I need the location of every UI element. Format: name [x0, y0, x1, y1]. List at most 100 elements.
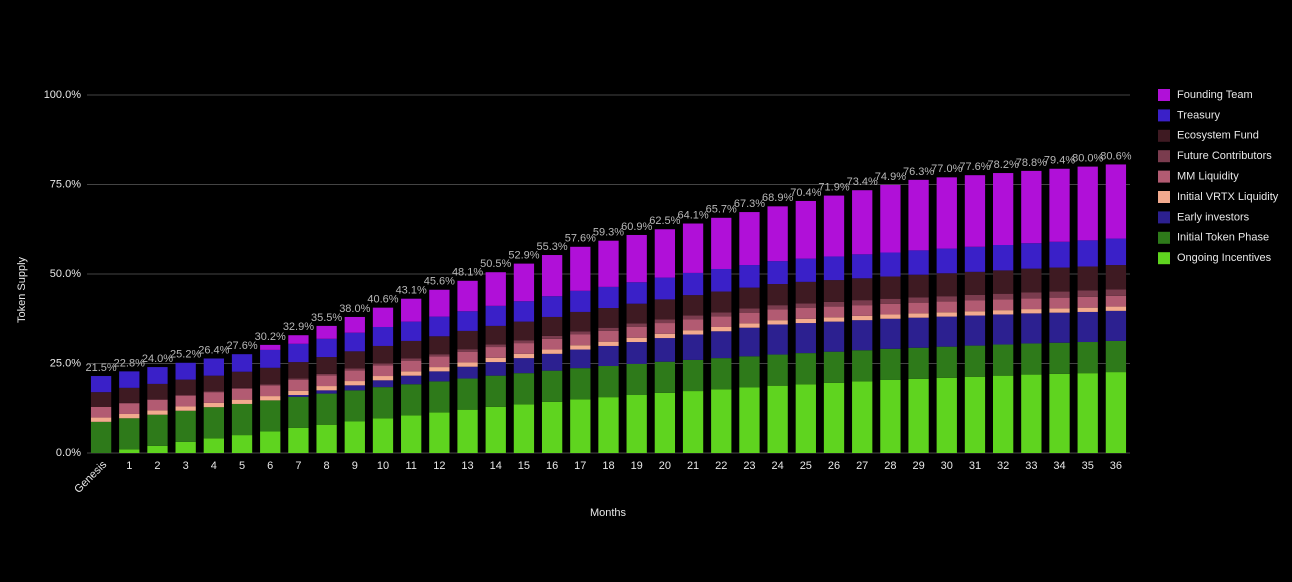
bar-segment: [654, 361, 676, 393]
bar-segment: [823, 256, 845, 281]
bar-segment: [288, 378, 309, 380]
bar-segment: [401, 375, 422, 385]
bar-segment: [993, 293, 1014, 300]
bar-segment: [231, 435, 253, 453]
bar-segment: [344, 381, 365, 386]
bar-segment: [908, 302, 929, 314]
bar-segment: [823, 351, 845, 383]
bar-segment: [203, 392, 224, 403]
bar-segment: [598, 366, 619, 398]
bar-segment: [993, 270, 1014, 294]
bar-segment: [570, 368, 591, 400]
bar-segment: [739, 265, 760, 288]
bar-segment: [654, 338, 676, 362]
bar-segment: [1049, 241, 1070, 268]
bar-segment: [90, 406, 112, 418]
bar-segment: [795, 323, 816, 354]
bar-segment: [1021, 343, 1042, 375]
bar-segment: [570, 311, 591, 332]
bar-segment: [1077, 373, 1098, 453]
legend-label: Founding Team: [1177, 89, 1253, 101]
bar-segment: [823, 321, 845, 352]
bar-segment: [485, 325, 506, 345]
bar-segment: [570, 399, 591, 453]
bar-segment: [570, 349, 591, 369]
total-label: 76.3%: [903, 166, 934, 178]
bar-segment: [767, 261, 788, 285]
total-label: 80.0%: [1072, 153, 1103, 165]
bar-segment: [654, 229, 676, 278]
bar-segment: [908, 347, 929, 379]
total-label: 21.5%: [85, 362, 116, 374]
bar-segment: [457, 378, 478, 410]
x-tick-label: 11: [405, 460, 416, 472]
bar-segment: [739, 212, 760, 266]
legend-label: Initial Token Phase: [1177, 232, 1269, 244]
bar-segment: [541, 349, 563, 354]
bar-segment: [880, 252, 901, 277]
x-tick-label: 29: [912, 460, 924, 472]
bar-segment: [682, 315, 704, 320]
bar-segment: [260, 385, 281, 397]
bar-segment: [908, 378, 929, 453]
bar-segment: [626, 323, 647, 327]
total-label: 26.4%: [198, 344, 229, 356]
bar-segment: [626, 337, 647, 343]
bar-segment: [457, 311, 478, 331]
bar-segment: [964, 311, 986, 316]
bar-segment: [513, 358, 535, 374]
bar-segment: [1077, 311, 1098, 343]
bar-segment: [852, 305, 873, 316]
bar-segment: [401, 360, 422, 372]
bar-segment: [598, 240, 619, 287]
bar-segment: [852, 315, 873, 321]
bar-segment: [429, 356, 450, 368]
bar-segment: [1105, 372, 1127, 453]
total-label: 68.9%: [762, 192, 793, 204]
bar-segment: [993, 310, 1014, 315]
bar-segment: [654, 392, 676, 453]
legend-swatch: [1158, 231, 1170, 244]
bar-segment: [1049, 168, 1070, 242]
bar-segment: [852, 350, 873, 382]
bar-segment: [993, 173, 1014, 246]
bar-segment: [852, 254, 873, 279]
bar-segment: [344, 370, 365, 382]
bar-segment: [852, 278, 873, 301]
bar-segment: [852, 190, 873, 255]
total-label: 50.5%: [480, 258, 511, 270]
x-tick-label: 13: [461, 460, 473, 472]
bar-segment: [767, 385, 788, 453]
bar-segment: [344, 385, 365, 391]
bar-segment: [880, 276, 901, 299]
bar-segment: [767, 284, 788, 306]
bar-segment: [626, 326, 647, 338]
bar-segment: [852, 381, 873, 453]
total-label: 59.3%: [593, 227, 624, 239]
bar-segment: [682, 359, 704, 392]
bar-segment: [429, 354, 450, 357]
bar-segment: [626, 303, 647, 324]
bar-segment: [372, 387, 394, 419]
bar-segment: [823, 195, 845, 257]
bar-segment: [485, 272, 506, 306]
bar-segment: [823, 280, 845, 302]
bar-segment: [908, 179, 929, 251]
x-tick-label: 21: [687, 460, 699, 472]
bar-segment: [936, 248, 957, 274]
bar-segment: [570, 334, 591, 346]
bar-segment: [541, 316, 563, 336]
bar-segment: [429, 381, 450, 413]
bar-segment: [316, 357, 337, 374]
bar-segment: [880, 348, 901, 380]
bar-segment: [1077, 342, 1098, 374]
total-label: 57.6%: [565, 233, 596, 245]
legend-label: Future Contributors: [1177, 150, 1272, 162]
bar-segment: [175, 395, 196, 407]
bar-segment: [1105, 340, 1127, 373]
bar-segment: [175, 379, 196, 396]
bar-segment: [175, 395, 196, 396]
bar-segment: [316, 338, 337, 358]
y-tick-label: 25.0%: [50, 357, 81, 369]
